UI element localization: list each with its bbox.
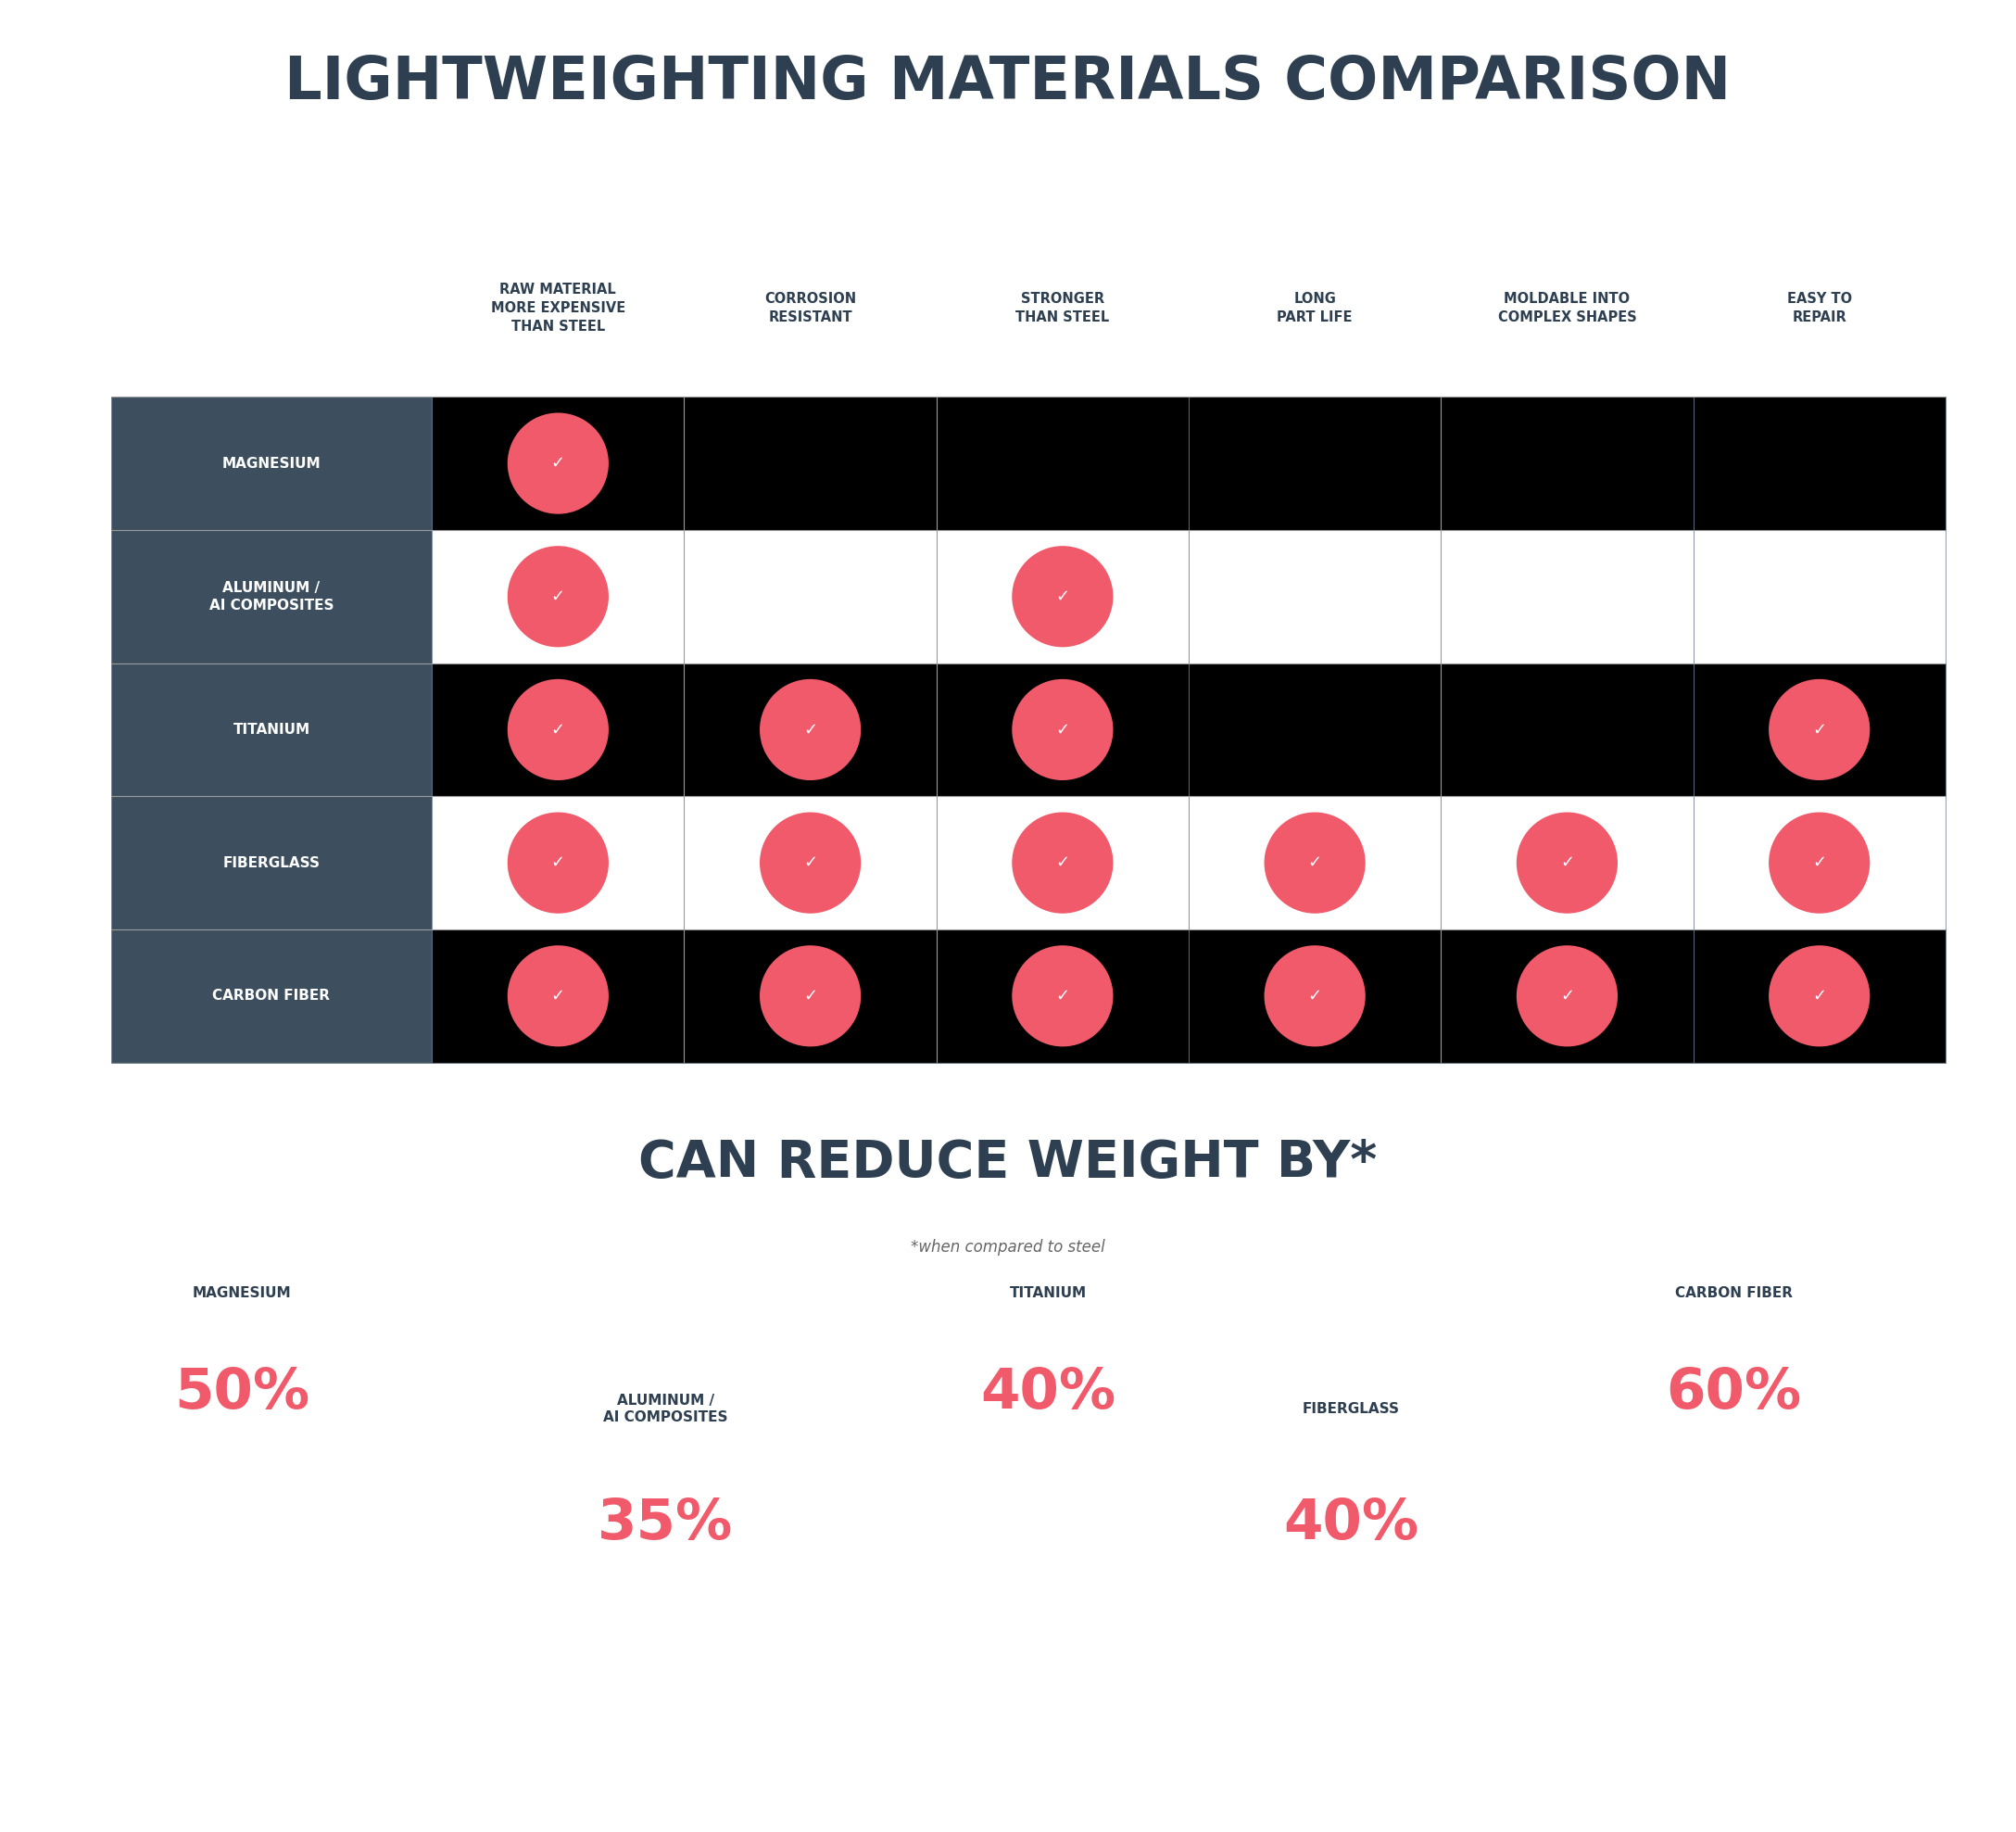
FancyBboxPatch shape (1441, 797, 1693, 929)
Text: CORROSION
RESISTANT: CORROSION RESISTANT (764, 291, 857, 324)
FancyBboxPatch shape (1441, 529, 1693, 663)
Ellipse shape (1516, 945, 1617, 1046)
Ellipse shape (1264, 945, 1365, 1046)
Text: 40%: 40% (1282, 1497, 1419, 1552)
Text: ✓: ✓ (550, 454, 564, 471)
FancyBboxPatch shape (431, 929, 683, 1063)
FancyBboxPatch shape (935, 663, 1189, 797)
FancyBboxPatch shape (1189, 529, 1441, 663)
FancyBboxPatch shape (1189, 663, 1441, 797)
FancyBboxPatch shape (683, 929, 935, 1063)
Text: ALUMINUM /
AI COMPOSITES: ALUMINUM / AI COMPOSITES (603, 1394, 728, 1423)
Text: RAW MATERIAL
MORE EXPENSIVE
THAN STEEL: RAW MATERIAL MORE EXPENSIVE THAN STEEL (490, 282, 625, 333)
Text: FIBERGLASS: FIBERGLASS (222, 856, 321, 870)
Ellipse shape (1768, 812, 1871, 914)
Text: ✓: ✓ (550, 722, 564, 738)
Text: ✓: ✓ (1308, 987, 1322, 1004)
Ellipse shape (760, 945, 861, 1046)
FancyBboxPatch shape (111, 663, 431, 797)
Ellipse shape (1012, 546, 1113, 647)
Text: ✓: ✓ (1560, 854, 1574, 872)
Text: CARBON FIBER: CARBON FIBER (212, 989, 331, 1002)
FancyBboxPatch shape (111, 529, 431, 663)
Text: ✓: ✓ (1308, 854, 1322, 872)
Ellipse shape (1012, 812, 1113, 914)
FancyBboxPatch shape (1441, 398, 1693, 529)
Text: CARBON FIBER: CARBON FIBER (1675, 1286, 1792, 1301)
FancyBboxPatch shape (431, 663, 683, 797)
Text: LONG
PART LIFE: LONG PART LIFE (1276, 291, 1353, 324)
Text: ✓: ✓ (1812, 854, 1826, 872)
Ellipse shape (760, 812, 861, 914)
FancyBboxPatch shape (1693, 929, 1945, 1063)
Text: ✓: ✓ (1560, 987, 1574, 1004)
FancyBboxPatch shape (683, 797, 935, 929)
Ellipse shape (508, 812, 609, 914)
Text: ✓: ✓ (802, 987, 816, 1004)
FancyBboxPatch shape (1189, 398, 1441, 529)
FancyBboxPatch shape (111, 398, 431, 529)
Ellipse shape (508, 945, 609, 1046)
FancyBboxPatch shape (1441, 663, 1693, 797)
Text: ✓: ✓ (1056, 722, 1070, 738)
Text: ✓: ✓ (550, 987, 564, 1004)
FancyBboxPatch shape (683, 398, 935, 529)
Ellipse shape (1264, 812, 1365, 914)
FancyBboxPatch shape (111, 797, 431, 929)
FancyBboxPatch shape (683, 529, 935, 663)
FancyBboxPatch shape (1189, 929, 1441, 1063)
Text: 50%: 50% (173, 1367, 310, 1422)
Text: ✓: ✓ (550, 854, 564, 872)
Text: TITANIUM: TITANIUM (234, 724, 310, 736)
FancyBboxPatch shape (1189, 797, 1441, 929)
FancyBboxPatch shape (431, 797, 683, 929)
Text: TITANIUM: TITANIUM (1010, 1286, 1087, 1301)
Text: ✓: ✓ (1056, 987, 1070, 1004)
Text: LIGHTWEIGHTING MATERIALS COMPARISON: LIGHTWEIGHTING MATERIALS COMPARISON (284, 53, 1732, 112)
Text: ✓: ✓ (1812, 987, 1826, 1004)
Ellipse shape (1012, 680, 1113, 780)
Text: ✓: ✓ (1056, 588, 1070, 605)
FancyBboxPatch shape (935, 797, 1189, 929)
FancyBboxPatch shape (1441, 929, 1693, 1063)
FancyBboxPatch shape (683, 663, 935, 797)
Ellipse shape (508, 546, 609, 647)
Text: MAGNESIUM: MAGNESIUM (192, 1286, 292, 1301)
Text: ✓: ✓ (802, 854, 816, 872)
Text: ✓: ✓ (1056, 854, 1070, 872)
Text: MAGNESIUM: MAGNESIUM (222, 456, 321, 471)
FancyBboxPatch shape (935, 529, 1189, 663)
Text: EASY TO
REPAIR: EASY TO REPAIR (1786, 291, 1853, 324)
Ellipse shape (1768, 680, 1871, 780)
FancyBboxPatch shape (111, 929, 431, 1063)
Text: MOLDABLE INTO
COMPLEX SHAPES: MOLDABLE INTO COMPLEX SHAPES (1498, 291, 1637, 324)
Text: ✓: ✓ (1812, 722, 1826, 738)
FancyBboxPatch shape (935, 398, 1189, 529)
Text: ALUMINUM /
AI COMPOSITES: ALUMINUM / AI COMPOSITES (210, 581, 335, 612)
Text: 35%: 35% (597, 1497, 734, 1552)
FancyBboxPatch shape (1693, 398, 1945, 529)
Text: CAN REDUCE WEIGHT BY*: CAN REDUCE WEIGHT BY* (639, 1138, 1377, 1187)
Text: 60%: 60% (1665, 1367, 1802, 1422)
FancyBboxPatch shape (1693, 529, 1945, 663)
FancyBboxPatch shape (431, 398, 683, 529)
FancyBboxPatch shape (431, 529, 683, 663)
Text: STRONGER
THAN STEEL: STRONGER THAN STEEL (1016, 291, 1109, 324)
FancyBboxPatch shape (1693, 797, 1945, 929)
Ellipse shape (508, 680, 609, 780)
Ellipse shape (508, 412, 609, 515)
Ellipse shape (1012, 945, 1113, 1046)
Text: 40%: 40% (980, 1367, 1117, 1422)
Text: ✓: ✓ (802, 722, 816, 738)
Text: *when compared to steel: *when compared to steel (911, 1238, 1105, 1255)
Ellipse shape (1768, 945, 1871, 1046)
Text: FIBERGLASS: FIBERGLASS (1302, 1401, 1399, 1416)
Ellipse shape (760, 680, 861, 780)
Text: ✓: ✓ (550, 588, 564, 605)
FancyBboxPatch shape (1693, 663, 1945, 797)
FancyBboxPatch shape (935, 929, 1189, 1063)
Ellipse shape (1516, 812, 1617, 914)
